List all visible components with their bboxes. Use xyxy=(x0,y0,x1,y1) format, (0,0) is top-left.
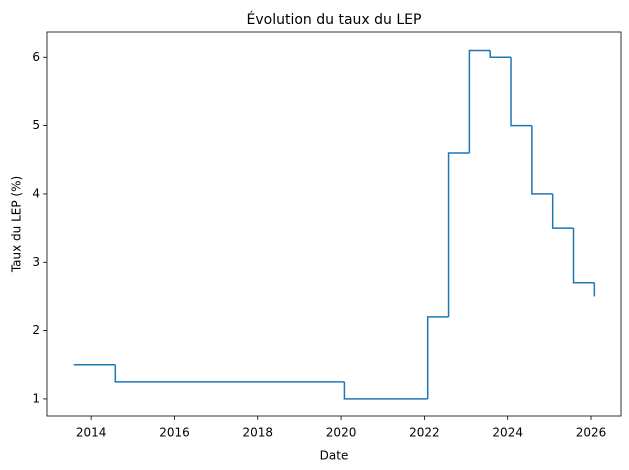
step-segment xyxy=(114,364,345,383)
step-segment xyxy=(343,381,428,400)
x-tick-label: 2014 xyxy=(76,426,107,440)
y-tick-label: 2 xyxy=(32,323,40,337)
y-tick-label: 5 xyxy=(32,118,40,132)
step-segment xyxy=(468,49,491,153)
y-axis-label: Taux du LEP (%) xyxy=(10,176,24,273)
y-tick-label: 6 xyxy=(32,50,40,64)
step-segment xyxy=(426,316,449,399)
step-segment xyxy=(447,152,470,317)
step-segment xyxy=(531,125,553,195)
x-tick-label: 2016 xyxy=(159,426,190,440)
chart-title: Évolution du taux du LEP xyxy=(247,11,422,28)
step-segment xyxy=(572,228,595,284)
x-tick-label: 2018 xyxy=(242,426,273,440)
step-segment xyxy=(551,193,574,229)
x-tick-label: 2022 xyxy=(409,426,440,440)
step-segment xyxy=(489,50,512,59)
x-tick-label: 2026 xyxy=(576,426,607,440)
x-tick-label: 2020 xyxy=(326,426,357,440)
y-tick-label: 4 xyxy=(32,186,40,200)
step-segment xyxy=(510,57,532,127)
x-axis-label: Date xyxy=(320,449,349,463)
plot-frame xyxy=(46,31,622,417)
x-tick-label: 2024 xyxy=(492,426,523,440)
y-tick-label: 3 xyxy=(32,255,40,269)
y-tick-label: 1 xyxy=(32,391,40,405)
